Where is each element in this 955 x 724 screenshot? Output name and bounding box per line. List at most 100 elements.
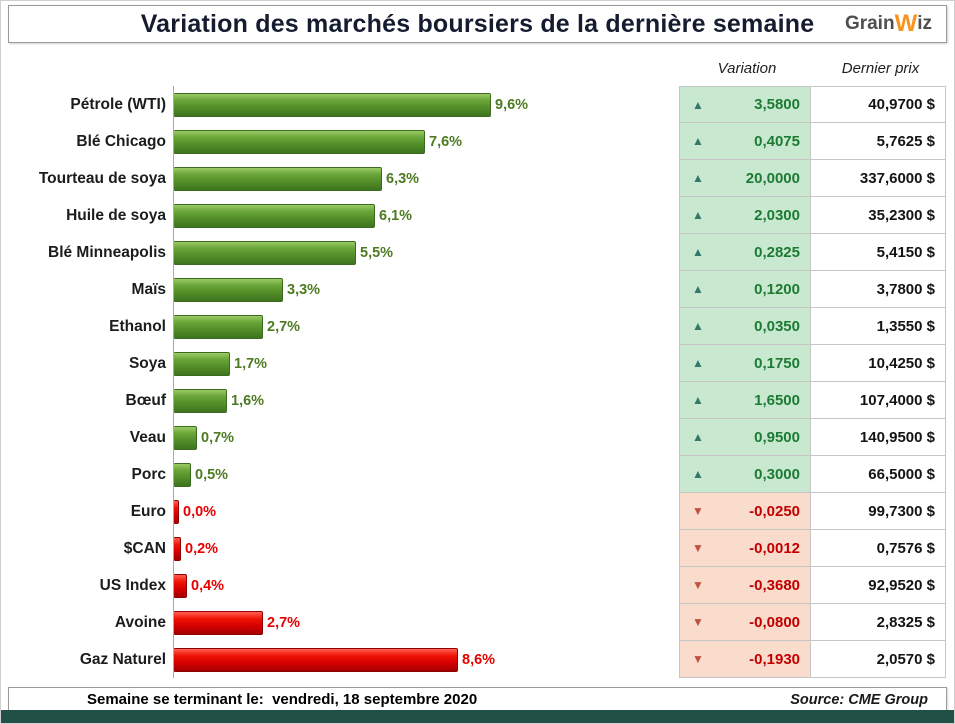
bar-percent-label: 0,0% [183,503,217,520]
price-value: 3,7800 $ [876,280,935,298]
bar-zone: 1,7% [173,345,679,382]
bar-zone: 2,7% [173,604,679,641]
up-arrow-icon: ▲ [692,134,704,148]
footer-bar: Semaine se terminant le: vendredi, 18 se… [8,687,947,712]
price-cell: 337,6000 $ [811,160,946,197]
price-cell: 92,9520 $ [811,567,946,604]
table-row: Avoine 2,7% ▼ -0,0800 2,8325 $ [1,604,954,641]
table-row: $CAN 0,2% ▼ -0,0012 0,7576 $ [1,530,954,567]
price-cell: 40,9700 $ [811,86,946,123]
positive-bar [174,388,227,413]
variation-cell: ▲ 1,6500 [679,382,811,419]
variation-value: -0,0250 [749,502,800,520]
bar-zone: 0,5% [173,456,679,493]
table-row: Veau 0,7% ▲ 0,9500 140,9500 $ [1,419,954,456]
price-value: 5,7625 $ [876,132,935,150]
positive-bar [174,240,356,265]
variation-value: 0,2825 [754,243,800,261]
bar-zone: 6,3% [173,160,679,197]
bar-zone: 0,4% [173,567,679,604]
positive-bar [174,351,230,376]
row-label: Soya [128,354,166,372]
bar-percent-label: 0,7% [201,429,235,446]
price-cell: 5,4150 $ [811,234,946,271]
row-label: Bœuf [125,391,166,409]
up-arrow-icon: ▲ [692,245,704,259]
bar-percent-label: 2,7% [267,614,301,631]
up-arrow-icon: ▲ [692,97,704,112]
table-row: Porc 0,5% ▲ 0,3000 66,5000 $ [1,456,954,493]
positive-bar [174,462,191,487]
row-label: Blé Minneapolis [48,243,166,261]
price-cell: 3,7800 $ [811,271,946,308]
variation-cell: ▲ 0,3000 [679,456,811,493]
down-arrow-icon: ▼ [692,652,704,666]
bar-percent-label: 6,1% [379,207,413,224]
price-cell: 140,9500 $ [811,419,946,456]
column-header-price: Dernier prix [841,60,920,77]
positive-bar [174,277,283,302]
variation-cell: ▲ 0,4075 [679,123,811,160]
bar-percent-label: 6,3% [386,170,420,187]
variation-value: -0,0800 [749,613,800,631]
bar-zone: 6,1% [173,197,679,234]
week-ending-date: Semaine se terminant le: vendredi, 18 se… [87,691,478,708]
row-label: Ethanol [109,317,166,335]
price-value: 10,4250 $ [868,354,935,372]
table-row: Pétrole (WTI) 9,6% ▲ 3,5800 40,9700 $ [1,86,954,123]
positive-bar [174,129,425,154]
bar-percent-label: 8,6% [462,651,496,668]
variation-value: 0,0350 [754,317,800,335]
bar-zone: 1,6% [173,382,679,419]
price-cell: 2,0570 $ [811,641,946,678]
logo-text-iz: iz [917,13,932,34]
negative-bar [174,647,458,672]
variation-cell: ▼ -0,0250 [679,493,811,530]
negative-bar [174,573,187,598]
bar-percent-label: 7,6% [429,133,463,150]
variation-cell: ▲ 0,0350 [679,308,811,345]
bar-percent-label: 1,6% [231,392,265,409]
price-cell: 35,2300 $ [811,197,946,234]
price-value: 92,9520 $ [868,576,935,594]
variation-value: 2,0300 [754,206,800,224]
price-value: 66,5000 $ [868,465,935,483]
table-row: Soya 1,7% ▲ 0,1750 10,4250 $ [1,345,954,382]
bar-zone: 8,6% [173,641,679,678]
price-value: 5,4150 $ [876,243,935,261]
negative-bar [174,610,263,635]
positive-bar [174,203,375,228]
bottom-accent-strip [1,710,954,723]
price-value: 2,0570 $ [876,650,935,668]
price-value: 337,6000 $ [859,169,935,187]
variation-cell: ▲ 2,0300 [679,197,811,234]
price-value: 107,4000 $ [859,391,935,409]
negative-bar [174,499,179,524]
row-label: Porc [131,465,166,483]
variation-cell: ▼ -0,1930 [679,641,811,678]
row-label: Avoine [114,613,166,631]
bar-zone: 0,7% [173,419,679,456]
positive-bar [174,314,263,339]
bar-zone: 9,6% [173,86,679,123]
row-label: Pétrole (WTI) [70,95,166,113]
positive-bar [174,166,382,191]
variation-cell: ▲ 0,9500 [679,419,811,456]
variation-cell: ▲ 3,5800 [679,86,811,123]
price-cell: 2,8325 $ [811,604,946,641]
table-row: Euro 0,0% ▼ -0,0250 99,7300 $ [1,493,954,530]
bar-zone: 5,5% [173,234,679,271]
column-header-variation: Variation [717,60,777,77]
up-arrow-icon: ▲ [692,356,704,370]
table-row: US Index 0,4% ▼ -0,3680 92,9520 $ [1,567,954,604]
variation-value: 0,9500 [754,428,800,446]
variation-cell: ▲ 20,0000 [679,160,811,197]
bar-percent-label: 0,2% [185,540,219,557]
table-row: Blé Minneapolis 5,5% ▲ 0,2825 5,4150 $ [1,234,954,271]
bar-zone: 0,0% [173,493,679,530]
down-arrow-icon: ▼ [692,578,704,592]
bar-percent-label: 3,3% [287,281,321,298]
table-row: Gaz Naturel 8,6% ▼ -0,1930 2,0570 $ [1,641,954,678]
price-value: 40,9700 $ [868,96,935,113]
up-arrow-icon: ▲ [692,171,704,185]
